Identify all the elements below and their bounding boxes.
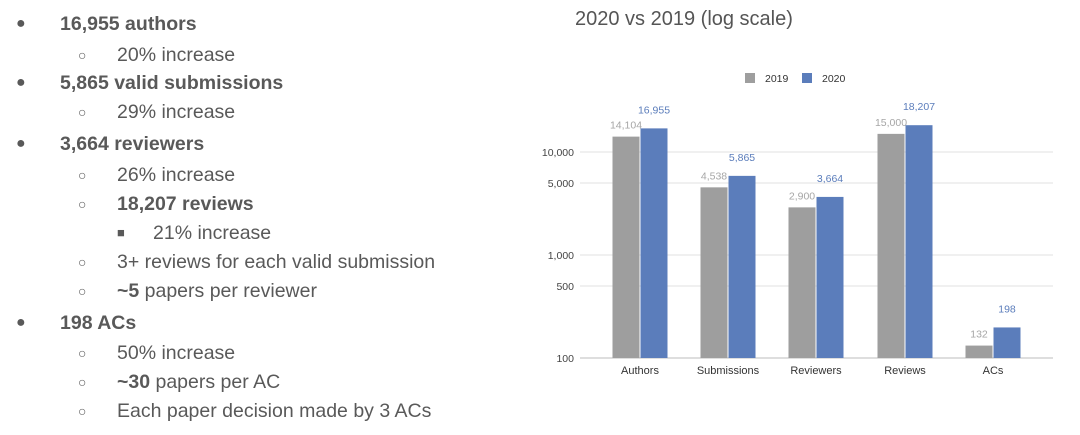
bullet-text: 3+ reviews for each valid submission bbox=[117, 248, 435, 276]
bullet-text: 26% increase bbox=[117, 161, 235, 189]
x-tick-label: Submissions bbox=[697, 365, 760, 377]
bullet-plain-text: papers per reviewer bbox=[139, 280, 317, 302]
data-label: 132 bbox=[970, 329, 988, 341]
bullet-text: 18,207 reviews bbox=[117, 190, 254, 218]
x-tick-label: ACs bbox=[983, 365, 1004, 377]
data-label: 18,207 bbox=[903, 101, 935, 113]
bullet-plain-text: 50% increase bbox=[117, 342, 236, 364]
bullet-marker-icon: ○ bbox=[78, 403, 87, 419]
bullet-marker-icon: ○ bbox=[78, 345, 87, 361]
legend-label: 2020 bbox=[822, 73, 846, 85]
bullet-text: 21% increase bbox=[153, 219, 271, 247]
bullet-bold-text: 18,207 reviews bbox=[117, 193, 254, 215]
bullet-marker-icon: ○ bbox=[78, 283, 87, 299]
bullet-text: 20% increase bbox=[117, 41, 235, 69]
bullet-marker-icon: ○ bbox=[78, 104, 87, 120]
legend-swatch-2019 bbox=[745, 73, 755, 83]
bar-2020-reviewers bbox=[816, 196, 844, 358]
bullet-bold-text: ~5 bbox=[117, 280, 140, 302]
bullet-marker-icon: ● bbox=[16, 15, 26, 32]
y-tick-label: 100 bbox=[556, 353, 574, 365]
data-label: 3,664 bbox=[817, 173, 843, 185]
bullet-marker-icon: ● bbox=[16, 314, 26, 331]
bullet-text: 29% increase bbox=[117, 98, 235, 126]
data-label: 4,538 bbox=[701, 170, 727, 182]
data-label: 5,865 bbox=[729, 152, 755, 164]
bullet-text: 3,664 reviewers bbox=[60, 130, 204, 158]
x-tick-label: Reviewers bbox=[790, 365, 842, 377]
bullet-text: Each paper decision made by 3 ACs bbox=[117, 397, 431, 425]
data-label: 15,000 bbox=[875, 117, 907, 129]
y-tick-label: 500 bbox=[556, 281, 574, 293]
bar-2020-authors bbox=[640, 128, 668, 358]
data-label: 16,955 bbox=[638, 104, 670, 116]
bar-2019-acs bbox=[965, 345, 993, 358]
data-label: 2,900 bbox=[789, 190, 815, 202]
bullet-text: 198 ACs bbox=[60, 309, 136, 337]
bar-2020-submissions bbox=[728, 175, 756, 358]
x-tick-label: Authors bbox=[621, 365, 659, 377]
chart-title: 2020 vs 2019 (log scale) bbox=[575, 8, 793, 30]
bar-2019-submissions bbox=[700, 187, 728, 358]
bullet-plain-text: 29% increase bbox=[117, 101, 236, 123]
bullet-marker-icon: ○ bbox=[78, 196, 87, 212]
bullet-marker-icon: ○ bbox=[78, 374, 87, 390]
data-label: 198 bbox=[998, 303, 1016, 315]
bullet-text: 5,865 valid submissions bbox=[60, 69, 283, 97]
bullet-bold-text: 198 ACs bbox=[60, 312, 137, 334]
data-label: 14,104 bbox=[610, 120, 642, 132]
bullet-text: ~30 papers per AC bbox=[117, 368, 280, 396]
y-tick-label: 1,000 bbox=[548, 250, 574, 262]
bullet-bold-text: 5,865 valid submissions bbox=[60, 72, 284, 94]
x-tick-label: Reviews bbox=[884, 365, 926, 377]
bar-2020-acs bbox=[993, 327, 1021, 358]
bullet-text: ~5 papers per reviewer bbox=[117, 277, 317, 305]
y-tick-label: 5,000 bbox=[548, 178, 574, 190]
bullet-bold-text: ~30 bbox=[117, 371, 151, 393]
bullet-text: 50% increase bbox=[117, 339, 235, 367]
bullet-bold-text: 16,955 authors bbox=[60, 13, 197, 35]
bullet-plain-text: 20% increase bbox=[117, 44, 236, 66]
bar-2019-authors bbox=[612, 136, 640, 358]
bullet-plain-text: 26% increase bbox=[117, 164, 236, 186]
bar-2020-reviews bbox=[905, 125, 933, 359]
bullet-marker-icon: ○ bbox=[78, 167, 87, 183]
bar-2019-reviewers bbox=[788, 207, 816, 358]
bullet-marker-icon: ■ bbox=[117, 225, 125, 240]
bar-2019-reviews bbox=[877, 133, 905, 358]
legend-label: 2019 bbox=[765, 73, 789, 85]
bullet-marker-icon: ○ bbox=[78, 47, 87, 63]
bullet-marker-icon: ○ bbox=[78, 254, 87, 270]
y-tick-label: 10,000 bbox=[542, 147, 574, 159]
legend-swatch-2020 bbox=[802, 73, 812, 83]
bullet-plain-text: Each paper decision made by 3 ACs bbox=[117, 400, 432, 422]
bullet-plain-text: 3+ reviews for each valid submission bbox=[117, 251, 436, 273]
bullet-marker-icon: ● bbox=[16, 74, 26, 91]
bullet-plain-text: papers per AC bbox=[150, 371, 281, 393]
bullet-marker-icon: ● bbox=[16, 135, 26, 152]
bullet-text: 16,955 authors bbox=[60, 10, 197, 38]
bullet-plain-text: 21% increase bbox=[153, 222, 272, 244]
bullet-bold-text: 3,664 reviewers bbox=[60, 133, 205, 155]
